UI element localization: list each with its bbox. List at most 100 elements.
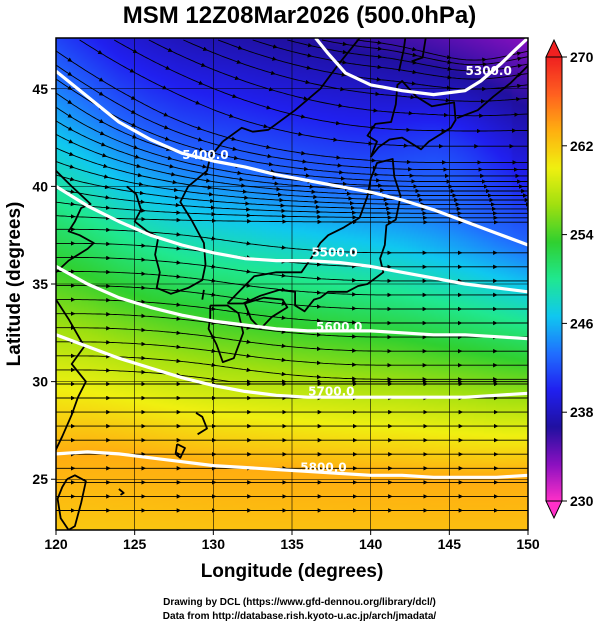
streamline <box>56 147 528 201</box>
streamline <box>56 174 528 210</box>
contour-label: 5700.0 <box>308 384 354 398</box>
streamline-arrow <box>231 136 237 141</box>
colorbar-gradient <box>546 57 562 501</box>
streamline-arrow <box>137 172 143 178</box>
streamline-arrow <box>228 113 234 118</box>
streamline-arrow <box>167 155 173 161</box>
streamline <box>56 133 528 196</box>
streamline-arrow <box>268 86 274 92</box>
y-tick-label: 25 <box>32 471 48 487</box>
coastline <box>222 38 361 143</box>
streamline <box>148 39 528 117</box>
streamline <box>56 271 528 296</box>
streamline-arrow <box>100 142 106 147</box>
streamline <box>56 242 528 268</box>
streamline-arrow <box>67 71 73 76</box>
streamline-arrow <box>98 91 104 96</box>
streamline <box>113 39 528 132</box>
streamline <box>56 327 528 352</box>
streamline-arrow <box>129 68 135 73</box>
contour-label: 5600.0 <box>316 320 362 334</box>
streamline-arrow <box>69 164 75 169</box>
coastline <box>398 38 407 72</box>
streamline-arrow <box>134 154 140 159</box>
streamline-arrow <box>132 48 138 54</box>
streamline <box>56 160 528 205</box>
streamline-arrow <box>202 164 208 169</box>
colorbar-frame <box>545 56 563 502</box>
streamline-arrow <box>307 53 313 58</box>
streamline-arrow <box>411 46 417 52</box>
y-tick-label: 40 <box>32 178 48 194</box>
x-tick-label: 120 <box>44 536 68 552</box>
streamline-arrow <box>237 45 243 50</box>
x-axis-ticks: 120 125 130 135 140 145 150 <box>44 530 540 552</box>
figure-title: MSM 12Z08Mar2026 (500.0hPa) <box>122 2 477 29</box>
y-axis-ticks: 25 30 35 40 45 <box>32 81 56 487</box>
streamline-arrow <box>202 46 208 51</box>
colorbar-upper-extension <box>545 38 563 58</box>
y-axis-label: Latitude (degrees) <box>4 202 25 367</box>
streamline-arrow <box>234 75 240 81</box>
credit-data: Data from http://database.rish.kyoto-u.a… <box>162 611 437 622</box>
colorbar: 230 238 246 254 262 270 <box>545 38 594 520</box>
coastline <box>243 296 289 330</box>
streamline-arrow <box>165 146 171 152</box>
streamline-arrow <box>68 151 74 156</box>
coastline <box>56 170 95 273</box>
x-tick-label: 130 <box>202 536 226 552</box>
coastline <box>366 80 457 158</box>
y-tick-label: 35 <box>32 276 48 292</box>
colorbar-lower-extension <box>545 500 563 520</box>
colorbar-tick-label: 262 <box>570 138 594 154</box>
streamline <box>56 228 528 254</box>
streamline-arrow <box>99 118 105 124</box>
x-tick-label: 145 <box>438 536 462 552</box>
streamline-arrow <box>67 113 73 118</box>
colorbar-tick-label: 254 <box>570 227 594 243</box>
y-tick-label: 30 <box>32 374 48 390</box>
x-tick-label: 140 <box>359 536 383 552</box>
streamline-arrow <box>300 114 306 119</box>
y-tick-label: 45 <box>32 81 48 97</box>
streamline-arrow <box>233 155 239 161</box>
streamline-arrow <box>516 51 522 56</box>
streamline-arrow <box>199 147 204 152</box>
height-contour <box>56 265 528 341</box>
streamline-arrow <box>103 174 109 179</box>
coastline <box>174 443 186 459</box>
streamline <box>56 285 528 310</box>
streamline-arrow <box>306 65 312 70</box>
colorbar-ticks: 230 238 246 254 262 270 <box>562 49 594 509</box>
streamline-arrow <box>197 125 203 131</box>
streamline-arrow <box>67 57 73 62</box>
streamline-arrow <box>263 123 269 129</box>
streamline-arrow <box>68 139 74 144</box>
streamline-arrow <box>67 126 73 131</box>
coastline <box>195 412 208 436</box>
contour-label: 5400.0 <box>182 148 228 162</box>
streamline-arrow <box>307 42 313 48</box>
height-contour <box>56 333 528 399</box>
coastline <box>456 64 528 119</box>
streamline-arrow <box>236 59 242 64</box>
streamline-arrow <box>98 77 104 82</box>
streamline-arrow <box>136 163 142 169</box>
colorbar-tick-label: 270 <box>570 49 594 65</box>
streamline-arrow <box>200 62 206 67</box>
x-tick-label: 150 <box>516 536 540 552</box>
coastline <box>411 38 427 63</box>
streamline <box>56 64 528 171</box>
colorbar-tick-label: 230 <box>570 493 594 509</box>
streamline-arrow <box>97 49 103 55</box>
streamline-arrow <box>270 70 276 76</box>
streamline <box>56 50 528 163</box>
height-contour <box>56 69 528 247</box>
contour-label: 5800.0 <box>300 460 346 474</box>
streamline-arrow <box>517 56 523 62</box>
x-tick-label: 135 <box>280 536 304 552</box>
streamline-arrow <box>167 47 173 52</box>
streamline-arrow <box>271 56 277 61</box>
colorbar-tick-label: 246 <box>570 315 594 331</box>
